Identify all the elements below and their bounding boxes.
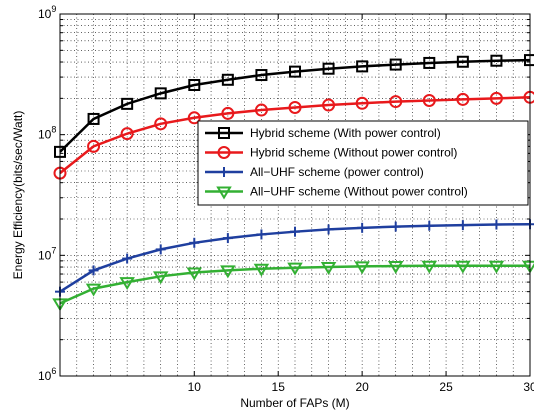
data-point	[390, 221, 401, 232]
data-point	[119, 277, 135, 291]
legend-label: All−UHF scheme (Without power control)	[250, 185, 468, 199]
data-point	[155, 244, 166, 255]
data-point	[288, 100, 302, 114]
legend-entry-2: Hybrid scheme (Without power control)	[205, 146, 457, 160]
legend: Hybrid scheme (With power control) Hybrid…	[197, 120, 529, 206]
legend-label: Hybrid scheme (Without power control)	[250, 146, 457, 160]
data-point	[354, 261, 370, 275]
data-point	[320, 262, 337, 275]
x-tick-label: 30	[523, 380, 534, 394]
data-point	[488, 260, 505, 274]
data-point	[289, 65, 301, 78]
data-point	[154, 87, 167, 100]
data-point	[253, 263, 270, 277]
legend-marker	[217, 146, 231, 159]
legend-marker	[218, 127, 230, 139]
legend-entry-1: Hybrid scheme (With power control)	[205, 126, 441, 140]
data-point	[154, 117, 168, 131]
x-tick-label: 25	[439, 380, 453, 394]
data-point	[122, 253, 133, 264]
data-point	[489, 91, 503, 105]
legend-marker	[216, 186, 232, 200]
data-point	[323, 224, 334, 235]
data-point	[222, 233, 233, 244]
y-tick-label: 108	[38, 125, 56, 142]
data-point	[88, 265, 99, 276]
y-tick-label: 106	[38, 366, 56, 383]
data-point	[422, 93, 436, 107]
series-line	[59, 264, 530, 305]
series-line	[59, 58, 531, 153]
data-point	[355, 96, 369, 110]
data-point	[189, 237, 200, 248]
data-point	[120, 127, 134, 141]
data-point	[254, 103, 268, 117]
x-tick-label: 10	[188, 380, 202, 394]
legend-label: All−UHF scheme (power control)	[250, 165, 424, 179]
data-point	[87, 139, 101, 153]
data-point	[387, 261, 404, 274]
data-point	[290, 226, 300, 237]
data-point	[455, 260, 471, 274]
legend-box	[197, 120, 529, 206]
data-point	[491, 219, 502, 230]
data-point	[121, 97, 134, 110]
data-point	[322, 98, 336, 112]
data-point	[456, 92, 470, 106]
legend-label: Hybrid scheme (With power control)	[250, 126, 441, 140]
series-2	[53, 90, 534, 180]
y-axis-label: Energy Efficiency(bits/sec/Watt)	[11, 111, 25, 280]
x-tick-label: 15	[272, 380, 286, 394]
data-point	[87, 112, 100, 125]
x-tick-label: 20	[355, 380, 369, 394]
data-point	[187, 111, 201, 125]
data-point	[357, 222, 368, 233]
y-tick-label: 107	[38, 245, 56, 262]
data-point	[356, 60, 369, 73]
data-point	[220, 265, 236, 279]
data-point	[186, 267, 203, 281]
data-point	[424, 220, 435, 231]
legend-entry-4: All−UHF scheme (Without power control)	[205, 185, 468, 200]
plot-frame	[59, 13, 531, 377]
data-point	[221, 73, 234, 86]
y-tick-labels: 106 107 108 109	[38, 4, 56, 383]
data-point	[85, 283, 102, 297]
data-point	[256, 229, 267, 240]
data-point	[287, 262, 303, 276]
x-tick-labels: 10 15 20 25 30	[188, 380, 534, 394]
data-point	[389, 95, 403, 109]
data-point	[255, 69, 268, 82]
data-point	[389, 58, 402, 71]
legend-marker	[219, 167, 229, 177]
data-point	[456, 55, 469, 68]
legend-entry-3: All−UHF scheme (power control)	[205, 165, 424, 179]
data-point	[421, 260, 438, 274]
data-point	[322, 62, 335, 75]
x-axis-label: Number of FAPs (M)	[240, 396, 349, 410]
data-point	[188, 78, 201, 91]
data-point	[221, 106, 235, 120]
data-point	[457, 220, 468, 231]
series-line	[59, 96, 531, 175]
data-point	[152, 271, 169, 285]
data-point	[423, 56, 436, 69]
data-point	[490, 54, 503, 67]
y-tick-label: 109	[38, 4, 56, 21]
series-group	[52, 54, 534, 312]
